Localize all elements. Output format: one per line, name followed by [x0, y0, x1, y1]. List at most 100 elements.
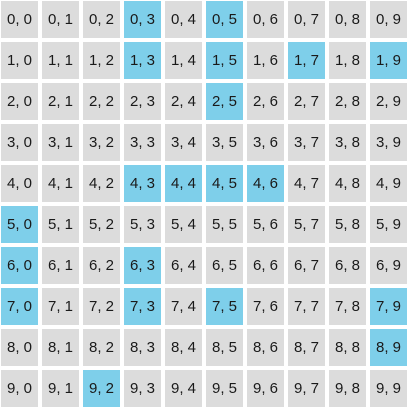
- cell-7-0[interactable]: 7, 0: [1, 288, 38, 325]
- cell-0-6[interactable]: 0, 6: [247, 1, 284, 38]
- cell-6-6[interactable]: 6, 6: [247, 247, 284, 284]
- cell-8-8[interactable]: 8, 8: [329, 329, 366, 366]
- cell-7-8[interactable]: 7, 8: [329, 288, 366, 325]
- cell-3-4[interactable]: 3, 4: [165, 124, 202, 161]
- cell-6-0[interactable]: 6, 0: [1, 247, 38, 284]
- cell-2-5[interactable]: 2, 5: [206, 83, 243, 120]
- cell-6-8[interactable]: 6, 8: [329, 247, 366, 284]
- cell-5-4[interactable]: 5, 4: [165, 206, 202, 243]
- cell-4-6[interactable]: 4, 6: [247, 165, 284, 202]
- cell-8-6[interactable]: 8, 6: [247, 329, 284, 366]
- cell-5-7[interactable]: 5, 7: [288, 206, 325, 243]
- cell-9-5[interactable]: 9, 5: [206, 370, 243, 407]
- cell-0-8[interactable]: 0, 8: [329, 1, 366, 38]
- cell-0-0[interactable]: 0, 0: [1, 1, 38, 38]
- cell-1-5[interactable]: 1, 5: [206, 42, 243, 79]
- cell-7-7[interactable]: 7, 7: [288, 288, 325, 325]
- cell-4-3[interactable]: 4, 3: [124, 165, 161, 202]
- cell-2-1[interactable]: 2, 1: [42, 83, 79, 120]
- cell-1-7[interactable]: 1, 7: [288, 42, 325, 79]
- cell-7-9[interactable]: 7, 9: [370, 288, 407, 325]
- cell-7-4[interactable]: 7, 4: [165, 288, 202, 325]
- cell-0-3[interactable]: 0, 3: [124, 1, 161, 38]
- cell-7-6[interactable]: 7, 6: [247, 288, 284, 325]
- cell-1-2[interactable]: 1, 2: [83, 42, 120, 79]
- cell-8-5[interactable]: 8, 5: [206, 329, 243, 366]
- cell-3-1[interactable]: 3, 1: [42, 124, 79, 161]
- cell-2-6[interactable]: 2, 6: [247, 83, 284, 120]
- cell-7-3[interactable]: 7, 3: [124, 288, 161, 325]
- cell-8-2[interactable]: 8, 2: [83, 329, 120, 366]
- cell-5-2[interactable]: 5, 2: [83, 206, 120, 243]
- cell-6-3[interactable]: 6, 3: [124, 247, 161, 284]
- cell-0-1[interactable]: 0, 1: [42, 1, 79, 38]
- cell-3-9[interactable]: 3, 9: [370, 124, 407, 161]
- cell-7-2[interactable]: 7, 2: [83, 288, 120, 325]
- cell-8-0[interactable]: 8, 0: [1, 329, 38, 366]
- cell-2-4[interactable]: 2, 4: [165, 83, 202, 120]
- cell-4-7[interactable]: 4, 7: [288, 165, 325, 202]
- cell-0-9[interactable]: 0, 9: [370, 1, 407, 38]
- cell-5-8[interactable]: 5, 8: [329, 206, 366, 243]
- cell-2-8[interactable]: 2, 8: [329, 83, 366, 120]
- cell-7-5[interactable]: 7, 5: [206, 288, 243, 325]
- cell-6-1[interactable]: 6, 1: [42, 247, 79, 284]
- cell-0-2[interactable]: 0, 2: [83, 1, 120, 38]
- cell-3-3[interactable]: 3, 3: [124, 124, 161, 161]
- cell-3-7[interactable]: 3, 7: [288, 124, 325, 161]
- cell-5-0[interactable]: 5, 0: [1, 206, 38, 243]
- cell-2-9[interactable]: 2, 9: [370, 83, 407, 120]
- cell-1-8[interactable]: 1, 8: [329, 42, 366, 79]
- cell-9-4[interactable]: 9, 4: [165, 370, 202, 407]
- cell-3-0[interactable]: 3, 0: [1, 124, 38, 161]
- cell-9-7[interactable]: 9, 7: [288, 370, 325, 407]
- cell-3-5[interactable]: 3, 5: [206, 124, 243, 161]
- cell-1-4[interactable]: 1, 4: [165, 42, 202, 79]
- cell-8-3[interactable]: 8, 3: [124, 329, 161, 366]
- cell-2-3[interactable]: 2, 3: [124, 83, 161, 120]
- cell-0-5[interactable]: 0, 5: [206, 1, 243, 38]
- cell-9-8[interactable]: 9, 8: [329, 370, 366, 407]
- cell-6-7[interactable]: 6, 7: [288, 247, 325, 284]
- cell-5-9[interactable]: 5, 9: [370, 206, 407, 243]
- cell-8-1[interactable]: 8, 1: [42, 329, 79, 366]
- cell-0-4[interactable]: 0, 4: [165, 1, 202, 38]
- cell-1-1[interactable]: 1, 1: [42, 42, 79, 79]
- cell-4-9[interactable]: 4, 9: [370, 165, 407, 202]
- cell-7-1[interactable]: 7, 1: [42, 288, 79, 325]
- cell-4-0[interactable]: 4, 0: [1, 165, 38, 202]
- cell-2-2[interactable]: 2, 2: [83, 83, 120, 120]
- cell-8-7[interactable]: 8, 7: [288, 329, 325, 366]
- cell-6-9[interactable]: 6, 9: [370, 247, 407, 284]
- cell-4-4[interactable]: 4, 4: [165, 165, 202, 202]
- cell-1-3[interactable]: 1, 3: [124, 42, 161, 79]
- cell-6-5[interactable]: 6, 5: [206, 247, 243, 284]
- cell-4-1[interactable]: 4, 1: [42, 165, 79, 202]
- cell-9-2[interactable]: 9, 2: [83, 370, 120, 407]
- cell-6-2[interactable]: 6, 2: [83, 247, 120, 284]
- cell-1-6[interactable]: 1, 6: [247, 42, 284, 79]
- cell-0-7[interactable]: 0, 7: [288, 1, 325, 38]
- cell-2-7[interactable]: 2, 7: [288, 83, 325, 120]
- cell-8-9[interactable]: 8, 9: [370, 329, 407, 366]
- cell-3-6[interactable]: 3, 6: [247, 124, 284, 161]
- cell-3-8[interactable]: 3, 8: [329, 124, 366, 161]
- cell-5-5[interactable]: 5, 5: [206, 206, 243, 243]
- cell-9-1[interactable]: 9, 1: [42, 370, 79, 407]
- cell-1-9[interactable]: 1, 9: [370, 42, 407, 79]
- cell-8-4[interactable]: 8, 4: [165, 329, 202, 366]
- cell-5-6[interactable]: 5, 6: [247, 206, 284, 243]
- cell-5-3[interactable]: 5, 3: [124, 206, 161, 243]
- cell-4-2[interactable]: 4, 2: [83, 165, 120, 202]
- cell-4-8[interactable]: 4, 8: [329, 165, 366, 202]
- cell-4-5[interactable]: 4, 5: [206, 165, 243, 202]
- cell-9-3[interactable]: 9, 3: [124, 370, 161, 407]
- cell-9-9[interactable]: 9, 9: [370, 370, 407, 407]
- cell-9-6[interactable]: 9, 6: [247, 370, 284, 407]
- cell-2-0[interactable]: 2, 0: [1, 83, 38, 120]
- cell-1-0[interactable]: 1, 0: [1, 42, 38, 79]
- cell-6-4[interactable]: 6, 4: [165, 247, 202, 284]
- cell-9-0[interactable]: 9, 0: [1, 370, 38, 407]
- cell-5-1[interactable]: 5, 1: [42, 206, 79, 243]
- cell-3-2[interactable]: 3, 2: [83, 124, 120, 161]
